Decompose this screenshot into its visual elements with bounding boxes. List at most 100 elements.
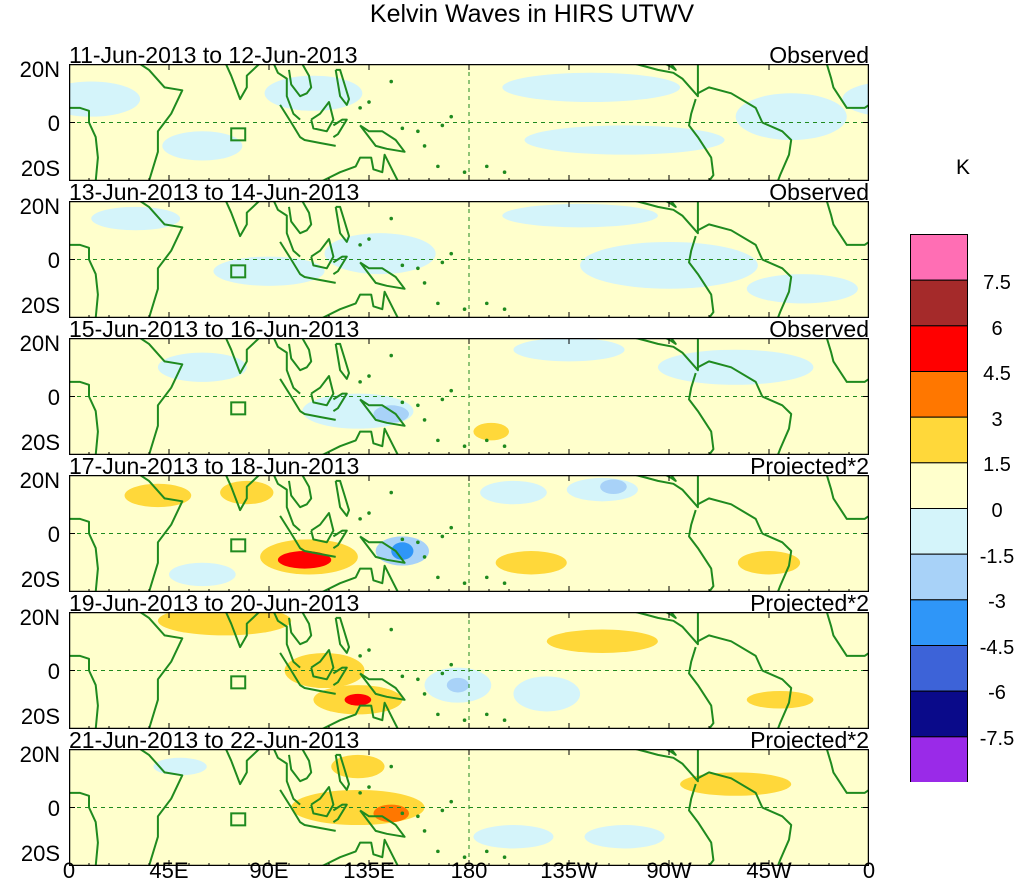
island xyxy=(367,100,371,104)
island xyxy=(462,307,467,312)
coastline xyxy=(321,838,399,866)
coastline xyxy=(69,243,99,318)
coastline xyxy=(321,153,399,181)
negative-anomaly-contour xyxy=(213,256,325,286)
coastline xyxy=(69,475,184,592)
coastline xyxy=(310,375,335,407)
coastline xyxy=(359,535,406,564)
coastline xyxy=(321,701,399,729)
island xyxy=(502,444,507,449)
coastline xyxy=(191,612,301,669)
panel-3: 15-Jun-2013 to 16-Jun-2013 Observed 20N … xyxy=(0,316,880,455)
island xyxy=(502,581,507,586)
island xyxy=(400,674,405,679)
island xyxy=(367,374,371,378)
island xyxy=(502,170,507,175)
coastline xyxy=(334,479,350,517)
coastline xyxy=(825,338,869,383)
island xyxy=(422,418,427,422)
colorbar-swatch xyxy=(910,736,968,782)
coastline xyxy=(310,786,335,818)
island xyxy=(440,534,445,539)
island xyxy=(449,251,454,256)
panel-5: 19-Jun-2013 to 20-Jun-2013 Projected*2 2… xyxy=(0,590,880,729)
island xyxy=(389,216,394,221)
island xyxy=(358,517,362,521)
island xyxy=(436,712,440,717)
colorbar-swatch xyxy=(910,279,968,327)
coastline xyxy=(825,475,869,520)
y-tick-20s: 20S xyxy=(20,430,60,455)
coastline xyxy=(359,398,406,427)
coastline xyxy=(332,255,348,275)
colorbar-label-neg1.5: -1.5 xyxy=(979,546,1015,568)
coastline xyxy=(69,201,184,318)
coastline xyxy=(288,64,313,98)
coastline xyxy=(825,749,869,794)
coastline xyxy=(334,68,350,106)
island-box xyxy=(230,538,247,553)
x-tick-45e: 45E xyxy=(149,858,189,883)
island xyxy=(400,537,405,542)
coastline xyxy=(69,791,99,866)
island xyxy=(416,403,420,408)
negative-anomaly-contour xyxy=(735,93,847,141)
colorbar-swatch xyxy=(910,325,968,373)
y-tick-20s: 20S xyxy=(20,841,60,866)
y-tick-20n: 20N xyxy=(19,468,60,493)
colorbar-label-0: 0 xyxy=(991,500,1003,522)
coastline xyxy=(279,241,336,284)
island xyxy=(462,444,467,449)
island xyxy=(484,301,489,306)
y-tick-20n: 20N xyxy=(19,605,60,630)
coastline xyxy=(697,223,793,318)
island xyxy=(422,829,427,833)
chart-title: Kelvin Waves in HIRS UTWV xyxy=(369,0,695,28)
negative-anomaly-contour xyxy=(513,338,625,362)
island xyxy=(502,855,507,860)
coastline xyxy=(359,809,406,838)
coastline xyxy=(359,261,406,290)
positive-anomaly-contour xyxy=(546,629,658,653)
coastline xyxy=(334,616,350,654)
x-tick-0-end: 0 xyxy=(862,858,876,883)
map-frame xyxy=(69,64,869,181)
panel-1: 11-Jun-2013 to 12-Jun-2013 Observed 20N … xyxy=(0,42,880,181)
island xyxy=(416,540,420,545)
island xyxy=(389,353,394,358)
panel-map xyxy=(69,475,869,592)
coastline xyxy=(321,427,399,455)
coastline xyxy=(310,649,335,681)
coastline xyxy=(334,753,350,791)
map-frame xyxy=(69,612,869,729)
island-box xyxy=(230,401,247,416)
colorbar-swatch xyxy=(910,234,968,281)
negative-anomaly-contour xyxy=(502,72,681,103)
negative-anomaly-contour xyxy=(162,131,243,161)
island xyxy=(440,671,445,676)
colorbar-unit: K xyxy=(956,156,971,179)
negative-anomaly-contour xyxy=(524,125,725,155)
colorbar-label-neg6: -6 xyxy=(988,682,1006,704)
coastline xyxy=(688,235,715,318)
coastline xyxy=(635,64,699,98)
positive-anomaly-contour xyxy=(680,772,792,796)
map-frame xyxy=(69,201,869,318)
coastline xyxy=(697,497,793,592)
coastline xyxy=(635,749,699,783)
island-box xyxy=(230,675,247,690)
coastline xyxy=(191,475,301,532)
island xyxy=(422,144,427,148)
negative-anomaly-contour xyxy=(473,825,554,849)
coastline xyxy=(688,646,715,729)
negative-anomaly-contour xyxy=(502,203,658,228)
coastline xyxy=(69,338,184,455)
coastline xyxy=(635,612,699,646)
island xyxy=(436,575,440,580)
coastline xyxy=(825,612,869,657)
coastline xyxy=(332,529,348,549)
island xyxy=(462,170,467,175)
colorbar xyxy=(910,234,968,782)
coastline xyxy=(825,64,869,109)
coastline xyxy=(288,612,313,646)
